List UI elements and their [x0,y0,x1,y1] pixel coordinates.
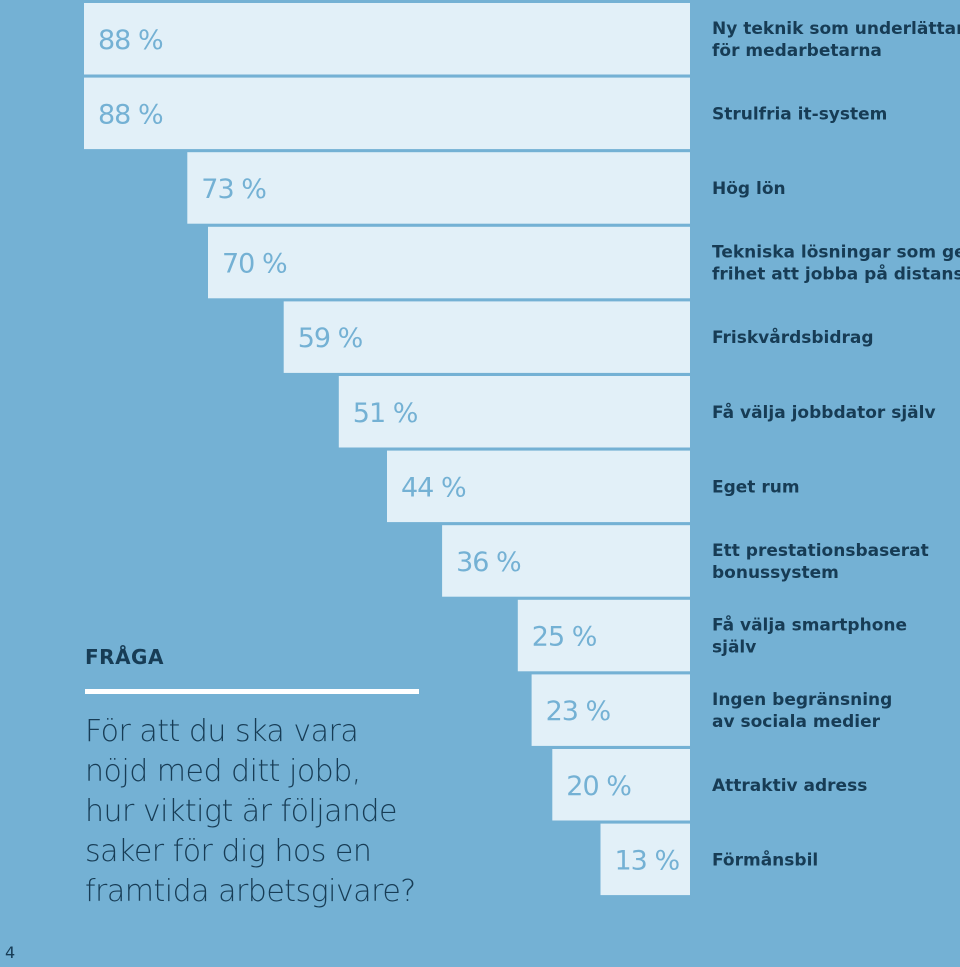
bar [600,823,690,896]
category-label-line: Ett prestationsbaserat [712,541,929,561]
question-block: FRÅGA För att du ska vara nöjd med ditt … [85,645,445,912]
category-label-line: Hög lön [712,179,786,199]
category-label-line: själv [712,638,756,658]
bar-value-label: 73 % [201,174,266,205]
category-label-line: Ingen begränsning [712,690,892,710]
question-line: nöjd med ditt jobb, [85,754,361,789]
category-label-line: Förmånsbil [712,848,818,870]
category-label-line: Få välja smartphone [712,614,907,636]
bar-value-label: 23 % [546,696,611,727]
category-label-line: Attraktiv adress [712,776,867,796]
bar [208,226,690,299]
bar-value-label: 88 % [98,99,163,130]
bar-value-label: 59 % [298,323,363,354]
category-label: Hög lön [712,179,786,199]
category-label-line: av sociala medier [712,712,881,732]
category-label-line: Friskvårdsbidrag [712,326,874,348]
bar-value-label: 25 % [532,622,597,653]
bar-value-label: 36 % [456,547,521,578]
bar [283,301,690,373]
question-text: För att du ska vara nöjd med ditt jobb, … [85,712,445,912]
page-number: 4 [5,943,16,962]
category-label-line: Få välja jobbdator själv [712,401,936,423]
bar [187,152,691,224]
category-label: Få välja jobbdator själv [712,401,936,423]
category-label: Friskvårdsbidrag [712,326,874,348]
category-label-line: Strulfria it-system [712,104,887,124]
bar-value-label: 51 % [353,398,418,429]
category-label: Attraktiv adress [712,776,867,796]
category-label-line: Tekniska lösningar som ger [712,243,960,263]
bar [84,77,690,150]
bar [517,599,690,672]
category-label: Tekniska lösningar som ger frihet att job… [712,243,960,285]
category-label: Ingen begränsning av sociala medier [712,690,892,732]
question-line: saker för dig hos en [85,834,372,869]
bar-value-label: 44 % [401,472,466,503]
bar [442,525,690,597]
bar-value-label: 70 % [222,249,287,280]
bar-value-label: 20 % [566,771,631,802]
question-heading: FRÅGA [85,645,164,669]
bar [531,674,690,746]
bar [552,749,690,821]
bar-value-label: 88 % [98,25,163,56]
category-label: Eget rum [712,477,800,497]
bar [387,450,690,523]
question-line: För att du ska vara [85,714,359,749]
category-label-line: Ny teknik som underlättar [712,19,960,39]
category-label: Förmånsbil [712,848,818,870]
question-line: hur viktigt är följande [85,794,398,829]
category-label: Strulfria it-system [712,104,887,124]
bar [338,376,690,448]
bar [84,3,690,75]
question-line: framtida arbetsgivare? [85,874,416,909]
category-label-line: för medarbetarna [712,41,882,61]
category-label-line: bonussystem [712,563,839,583]
category-label-line: frihet att jobba på distans [712,263,960,285]
bar-value-label: 13 % [615,845,680,876]
category-label: Få välja smartphone själv [712,614,907,658]
category-label: Ny teknik som underlättar för medarbetarn… [712,19,960,61]
question-divider [85,689,419,694]
category-label-line: Eget rum [712,477,800,497]
category-label: Ett prestationsbaserat bonussystem [712,541,929,583]
